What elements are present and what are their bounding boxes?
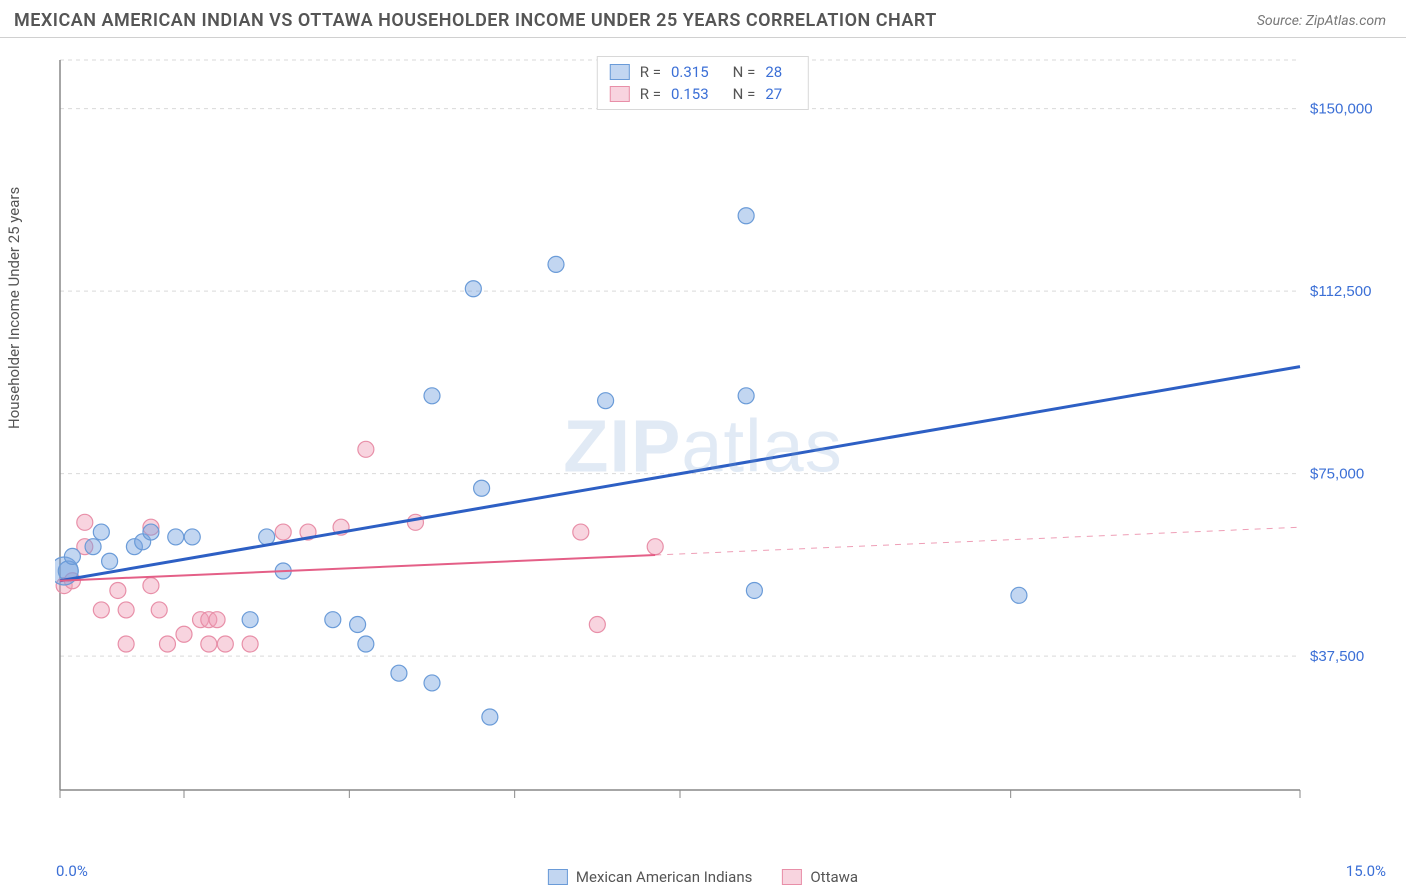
legend-label-0: Mexican American Indians [576,868,752,886]
svg-text:$112,500: $112,500 [1310,283,1371,300]
swatch-icon [548,869,568,885]
scatter-plot: $37,500 $75,000 $112,500 $150,000 [55,50,1390,830]
legend-label-1: Ottawa [810,868,858,886]
legend-row-series-0: R = 0.315 N = 28 [610,61,796,83]
header: MEXICAN AMERICAN INDIAN VS OTTAWA HOUSEH… [0,0,1406,38]
correlation-legend: R = 0.315 N = 28 R = 0.153 N = 27 [597,56,809,110]
n-value-1: 27 [765,85,782,103]
swatch-series-0 [610,64,630,80]
r-label: R = [640,85,661,103]
svg-text:$75,000: $75,000 [1310,466,1364,483]
n-label: N = [733,63,756,81]
series-legend: Mexican American Indians Ottawa [548,868,858,886]
chart-container: MEXICAN AMERICAN INDIAN VS OTTAWA HOUSEH… [0,0,1406,892]
legend-row-series-1: R = 0.153 N = 27 [610,83,796,105]
swatch-icon [782,869,802,885]
r-value-0: 0.315 [671,63,709,81]
r-value-1: 0.153 [671,85,709,103]
legend-item-0: Mexican American Indians [548,868,752,886]
chart-title: MEXICAN AMERICAN INDIAN VS OTTAWA HOUSEH… [14,10,937,31]
n-label: N = [733,85,756,103]
swatch-series-1 [610,86,630,102]
r-label: R = [640,63,661,81]
y-axis-label: Householder Income Under 25 years [5,187,23,429]
x-axis-min: 0.0% [56,862,88,880]
x-axis-max: 15.0% [1346,862,1386,880]
legend-item-1: Ottawa [782,868,858,886]
svg-text:$37,500: $37,500 [1310,648,1364,665]
source-attribution: Source: ZipAtlas.com [1257,13,1386,29]
svg-text:$150,000: $150,000 [1310,101,1373,118]
n-value-0: 28 [765,63,782,81]
